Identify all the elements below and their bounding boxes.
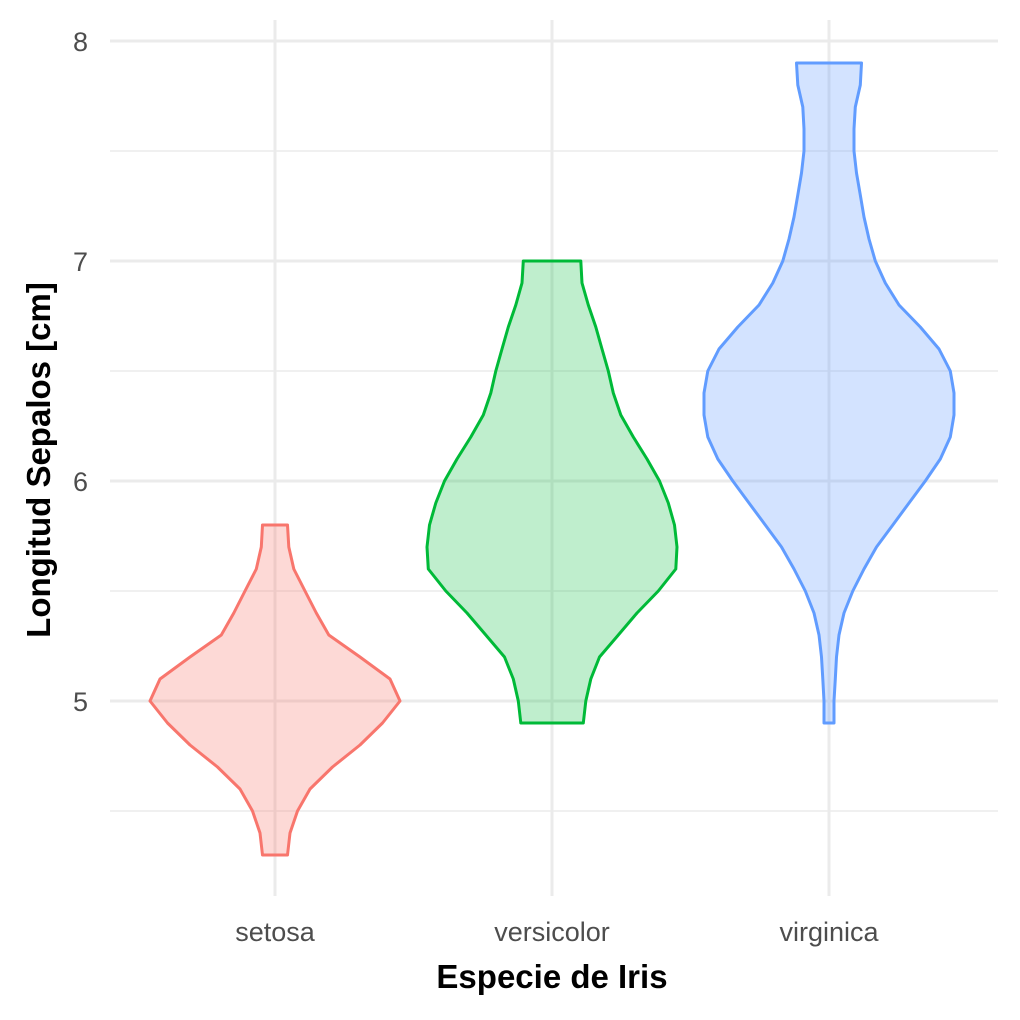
x-tick-label-versicolor: versicolor <box>494 917 610 947</box>
x-axis-title: Especie de Iris <box>436 958 667 995</box>
x-tick-label-setosa: setosa <box>235 917 316 947</box>
violin-versicolor <box>425 259 679 725</box>
violin-virginica <box>702 61 956 725</box>
y-tick-label-3: 8 <box>73 27 88 57</box>
y-tick-label-2: 7 <box>73 247 88 277</box>
violins <box>148 61 956 857</box>
grid-lines <box>110 20 998 896</box>
x-tick-labels: setosa versicolor virginica <box>235 917 879 947</box>
x-tick-label-virginica: virginica <box>779 917 879 947</box>
y-tick-label-1: 6 <box>73 467 88 497</box>
y-tick-label-0: 5 <box>73 687 88 717</box>
y-axis-title: Longitud Sepalos [cm] <box>20 282 57 638</box>
y-tick-labels: 5 6 7 8 <box>73 27 88 717</box>
violin-setosa <box>148 523 402 857</box>
